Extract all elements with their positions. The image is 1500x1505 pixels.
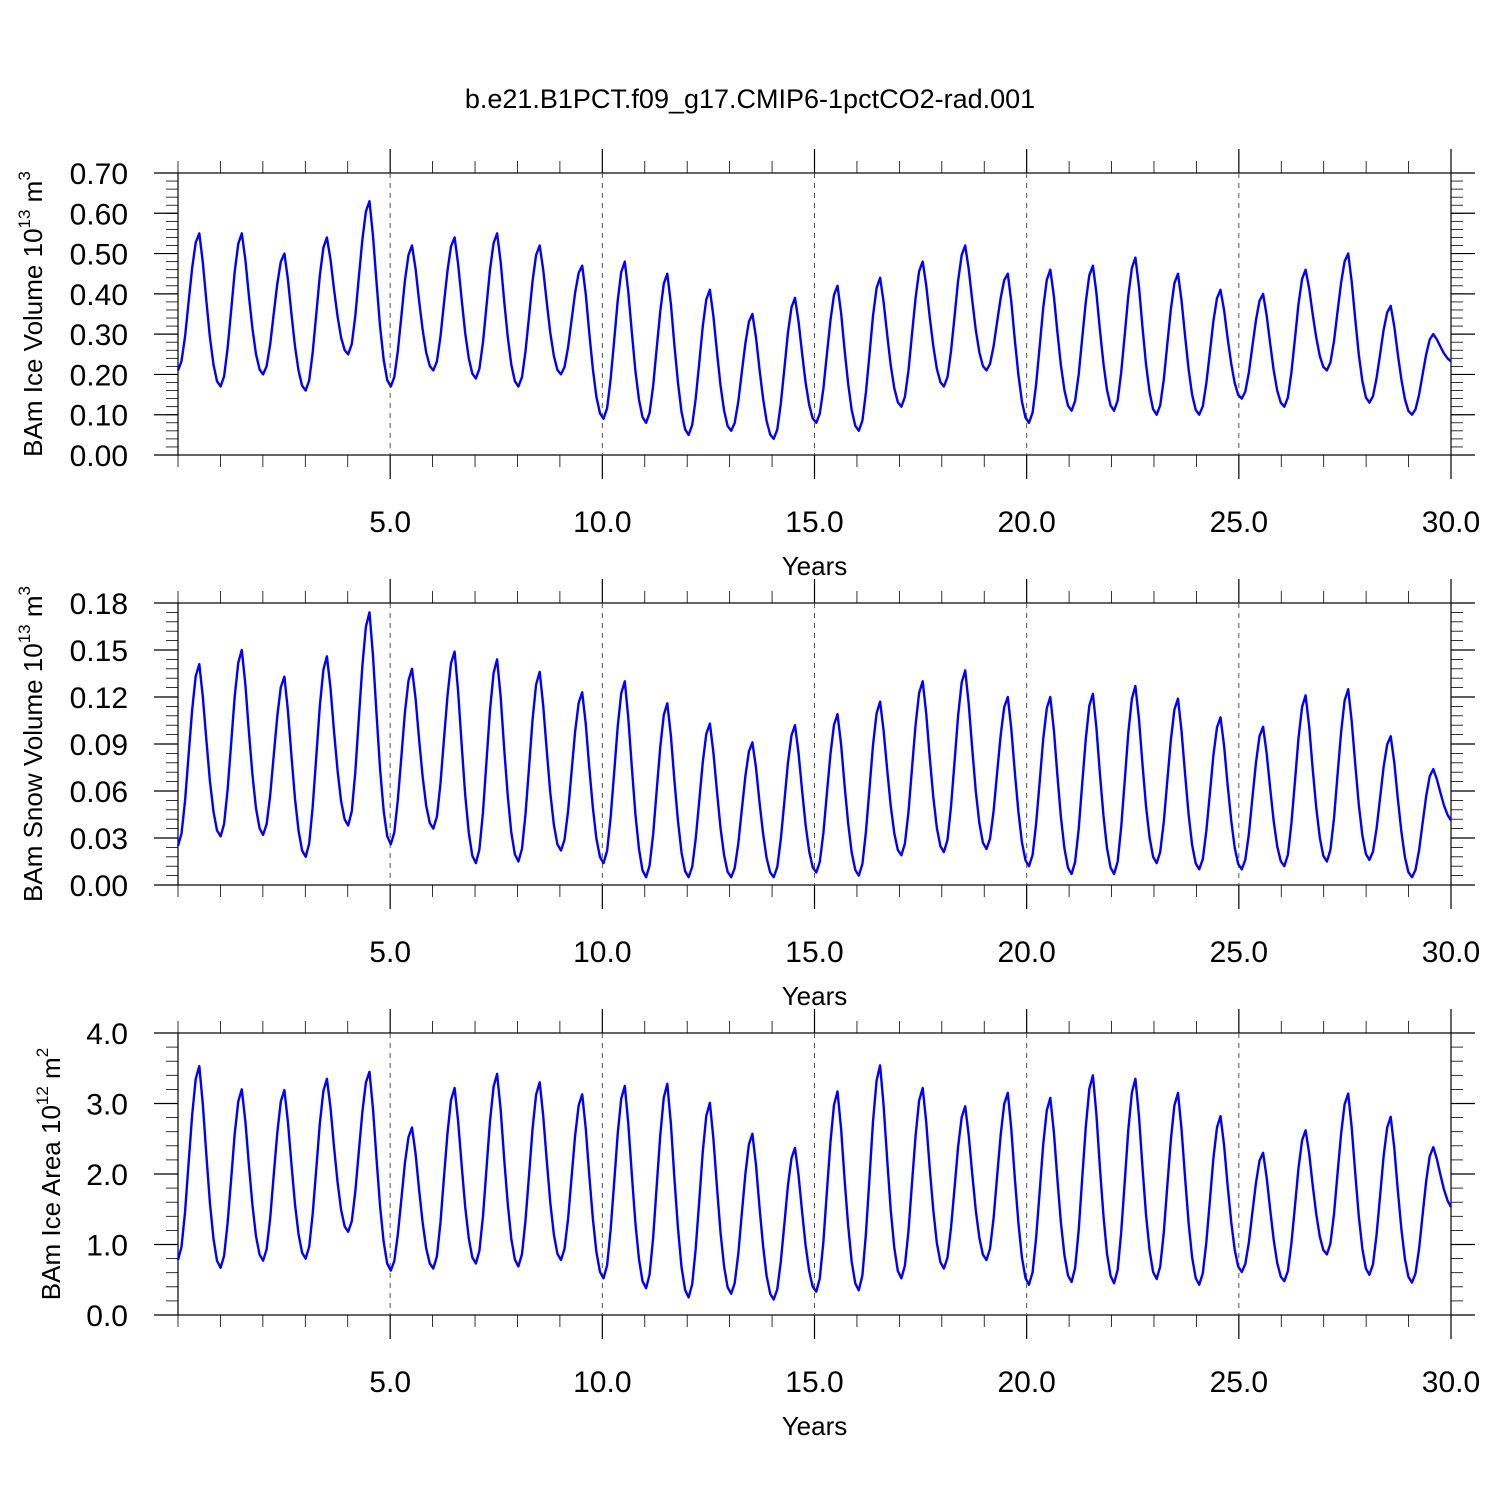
y-tick-label: 0.03 xyxy=(70,823,128,856)
x-tick-label: 20.0 xyxy=(997,1366,1055,1399)
x-tick-label: 25.0 xyxy=(1210,936,1268,969)
y-tick-label: 0.15 xyxy=(70,635,128,668)
x-tick-label: 10.0 xyxy=(573,506,631,539)
x-tick-label: 5.0 xyxy=(369,1366,411,1399)
y-tick-label: 0.40 xyxy=(70,279,128,312)
x-tick-label: 15.0 xyxy=(785,506,843,539)
x-tick-label: 25.0 xyxy=(1210,1366,1268,1399)
x-tick-label: 30.0 xyxy=(1422,1366,1480,1399)
y-tick-label: 0.00 xyxy=(70,440,128,473)
x-tick-label: 10.0 xyxy=(573,1366,631,1399)
x-axis-title: Years xyxy=(782,551,848,581)
x-tick-label: 5.0 xyxy=(369,936,411,969)
y-axis-title-exp: 13 xyxy=(15,624,34,643)
y-axis-title: BAm Ice Area 1012 m2 xyxy=(33,1048,66,1300)
y-tick-label: 0.00 xyxy=(70,870,128,903)
x-tick-label: 20.0 xyxy=(997,506,1055,539)
y-axis-title-unit-exp: 2 xyxy=(33,1048,52,1057)
y-axis-title: BAm Snow Volume 1013 m3 xyxy=(15,586,48,902)
y-tick-label: 2.0 xyxy=(86,1159,128,1192)
y-tick-label: 0.30 xyxy=(70,319,128,352)
panel-ice-area: 0.0 1.0 2.0 3.0 4.0 5.0 10.0 15.0 20.0 25.0 30.0 Ye… xyxy=(33,1009,1480,1441)
series-line-snow-volume xyxy=(176,611,1453,879)
y-tick-label: 0.60 xyxy=(70,198,128,231)
y-axis-title: BAm Ice Volume 1013 m3 xyxy=(15,171,48,457)
y-tick-label: 0.20 xyxy=(70,359,128,392)
y-axis-title-unit: m xyxy=(18,595,48,624)
panel-ice-volume: 0.00 0.10 0.20 0.30 0.40 0.50 0.60 0.70 5.0 10.0 1… xyxy=(15,149,1480,581)
x-tick-label: 20.0 xyxy=(997,936,1055,969)
y-axis-title-unit: m xyxy=(36,1057,66,1086)
y-tick-label: 0.06 xyxy=(70,776,128,809)
panels: 0.00 0.10 0.20 0.30 0.40 0.50 0.60 0.70 5.0 10.0 1… xyxy=(15,149,1480,1441)
y-tick-label: 0.09 xyxy=(70,729,128,762)
y-tick-label: 1.0 xyxy=(86,1230,128,1263)
x-tick-label: 5.0 xyxy=(369,506,411,539)
y-axis-title-exp: 12 xyxy=(33,1086,52,1105)
y-tick-label: 0.18 xyxy=(70,588,128,621)
y-axis-title-unit: m xyxy=(18,181,48,210)
x-tick-label: 25.0 xyxy=(1210,506,1268,539)
y-axis-title-unit-exp: 3 xyxy=(15,171,34,180)
y-tick-label: 0.0 xyxy=(86,1300,128,1333)
y-axis-title-exp: 13 xyxy=(15,210,34,229)
y-tick-label: 0.50 xyxy=(70,239,128,272)
x-tick-label: 30.0 xyxy=(1422,936,1480,969)
y-axis-title-unit-exp: 3 xyxy=(15,586,34,595)
y-axis-title-main: BAm Snow Volume 10 xyxy=(18,643,48,902)
x-tick-label: 15.0 xyxy=(785,936,843,969)
y-axis-title-main: BAm Ice Volume 10 xyxy=(18,228,48,456)
x-tick-label: 15.0 xyxy=(785,1366,843,1399)
x-axis-title: Years xyxy=(782,981,848,1011)
panel-snow-volume: 0.00 0.03 0.06 0.09 0.12 0.15 0.18 5.0 10.0 15.0 2… xyxy=(15,579,1480,1011)
y-tick-label: 3.0 xyxy=(86,1089,128,1122)
x-tick-label: 10.0 xyxy=(573,936,631,969)
page-title: b.e21.B1PCT.f09_g17.CMIP6-1pctCO2-rad.00… xyxy=(465,84,1035,114)
series-line-ice-area xyxy=(176,1064,1453,1301)
y-tick-label: 0.70 xyxy=(70,158,128,191)
y-tick-label: 0.10 xyxy=(70,400,128,433)
x-axis-title: Years xyxy=(782,1411,848,1441)
y-axis-title-main: BAm Ice Area 10 xyxy=(36,1105,66,1300)
x-tick-label: 30.0 xyxy=(1422,506,1480,539)
y-tick-label: 4.0 xyxy=(86,1018,128,1051)
y-tick-label: 0.12 xyxy=(70,682,128,715)
series-line-ice-volume xyxy=(176,199,1452,441)
